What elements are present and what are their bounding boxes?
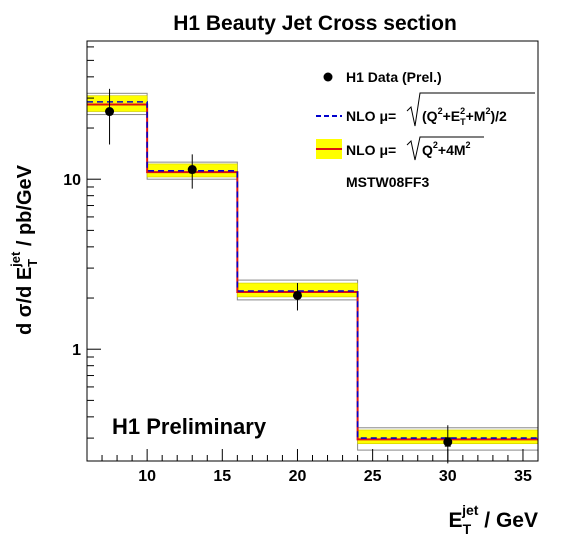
legend-nlo1-label: NLO μ= (Q2+E2 T+M2)/2 bbox=[346, 92, 535, 127]
svg-text:NLO μ=: NLO μ= bbox=[346, 142, 396, 158]
y-tick-label-1: 1 bbox=[72, 342, 81, 359]
legend-nlo1-sq1: 2 bbox=[438, 106, 443, 116]
y-tick-label-10: 10 bbox=[63, 172, 81, 189]
preliminary-annotation: H1 Preliminary bbox=[112, 414, 267, 439]
x-axis-ticks: 10 15 20 25 30 35 bbox=[86, 449, 539, 485]
x-axis-label-sup: jet bbox=[461, 502, 479, 518]
chart-title: H1 Beauty Jet Cross section bbox=[173, 12, 457, 35]
x-tick-label-15: 15 bbox=[213, 468, 231, 485]
x-axis-label-sub: T bbox=[463, 521, 472, 537]
legend-nlo1-sub-t: T bbox=[460, 117, 466, 127]
x-axis-label-main: E bbox=[449, 509, 463, 532]
data-point-3 bbox=[443, 437, 453, 447]
data-point-0 bbox=[105, 107, 115, 117]
legend-nlo2-rest: +4M bbox=[438, 142, 466, 158]
legend-nlo1-radicand: (Q bbox=[422, 108, 438, 124]
y-axis-ticks: 1 10 bbox=[63, 46, 101, 439]
legend-data-marker bbox=[323, 72, 333, 82]
x-axis-label: ETjet / GeV bbox=[449, 502, 538, 537]
nlo-lines bbox=[87, 101, 538, 441]
svg-text:NLO μ=: NLO μ= bbox=[346, 108, 396, 124]
svg-text:(Q2+E2T+M2)/2: (Q2+E2 T+M2)/2 bbox=[422, 106, 507, 127]
legend-nlo1-prefix: NLO μ= bbox=[346, 108, 396, 124]
y-axis-label-sub: T bbox=[25, 259, 40, 267]
x-axis-label-unit: / GeV bbox=[478, 509, 538, 532]
svg-text:d σ/d ETjet / pb/GeV: d σ/d ETjet / pb/GeV bbox=[8, 164, 40, 335]
y-axis-label-unit: / pb/GeV bbox=[14, 164, 36, 251]
legend-nlo1-sq2: 2 bbox=[460, 106, 465, 116]
legend-nlo1-end: )/2 bbox=[490, 108, 507, 124]
x-tick-label-35: 35 bbox=[514, 468, 532, 485]
legend-nlo1-sqrt-sign bbox=[406, 92, 535, 127]
data-point-2 bbox=[292, 290, 302, 300]
legend-nlo2-prefix: NLO μ= bbox=[346, 142, 396, 158]
y-axis-label-main: d σ/d E bbox=[14, 267, 36, 335]
x-tick-label-10: 10 bbox=[138, 468, 156, 485]
y-axis-label-sup: jet bbox=[8, 251, 23, 268]
legend-nlo2-sq1: 2 bbox=[433, 140, 438, 150]
y-axis-label: d σ/d ETjet / pb/GeV bbox=[8, 164, 40, 335]
legend-nlo1-sq3: 2 bbox=[485, 106, 490, 116]
nlo1-line bbox=[87, 101, 538, 439]
legend-nlo1-rest: +E bbox=[443, 108, 461, 124]
x-tick-label-30: 30 bbox=[439, 468, 457, 485]
legend-data-label: H1 Data (Prel.) bbox=[346, 69, 442, 85]
legend-nlo1-tail: +M bbox=[466, 108, 486, 124]
svg-text:Q2+4M2: Q2+4M2 bbox=[422, 140, 471, 158]
legend-nlo2-sq2: 2 bbox=[466, 140, 471, 150]
x-tick-label-20: 20 bbox=[289, 468, 307, 485]
legend-nlo2-radicand: Q bbox=[422, 142, 433, 158]
legend: H1 Data (Prel.) NLO μ= (Q2+E2 T+M2)/2 NLO… bbox=[316, 69, 535, 190]
legend-note: MSTW08FF3 bbox=[346, 174, 429, 190]
legend-nlo2-label: NLO μ= Q2+4M2 bbox=[346, 136, 484, 161]
x-tick-label-25: 25 bbox=[364, 468, 382, 485]
legend-nlo2-sqrt-sign bbox=[406, 136, 484, 161]
data-points bbox=[105, 88, 453, 464]
data-point-1 bbox=[187, 165, 197, 175]
